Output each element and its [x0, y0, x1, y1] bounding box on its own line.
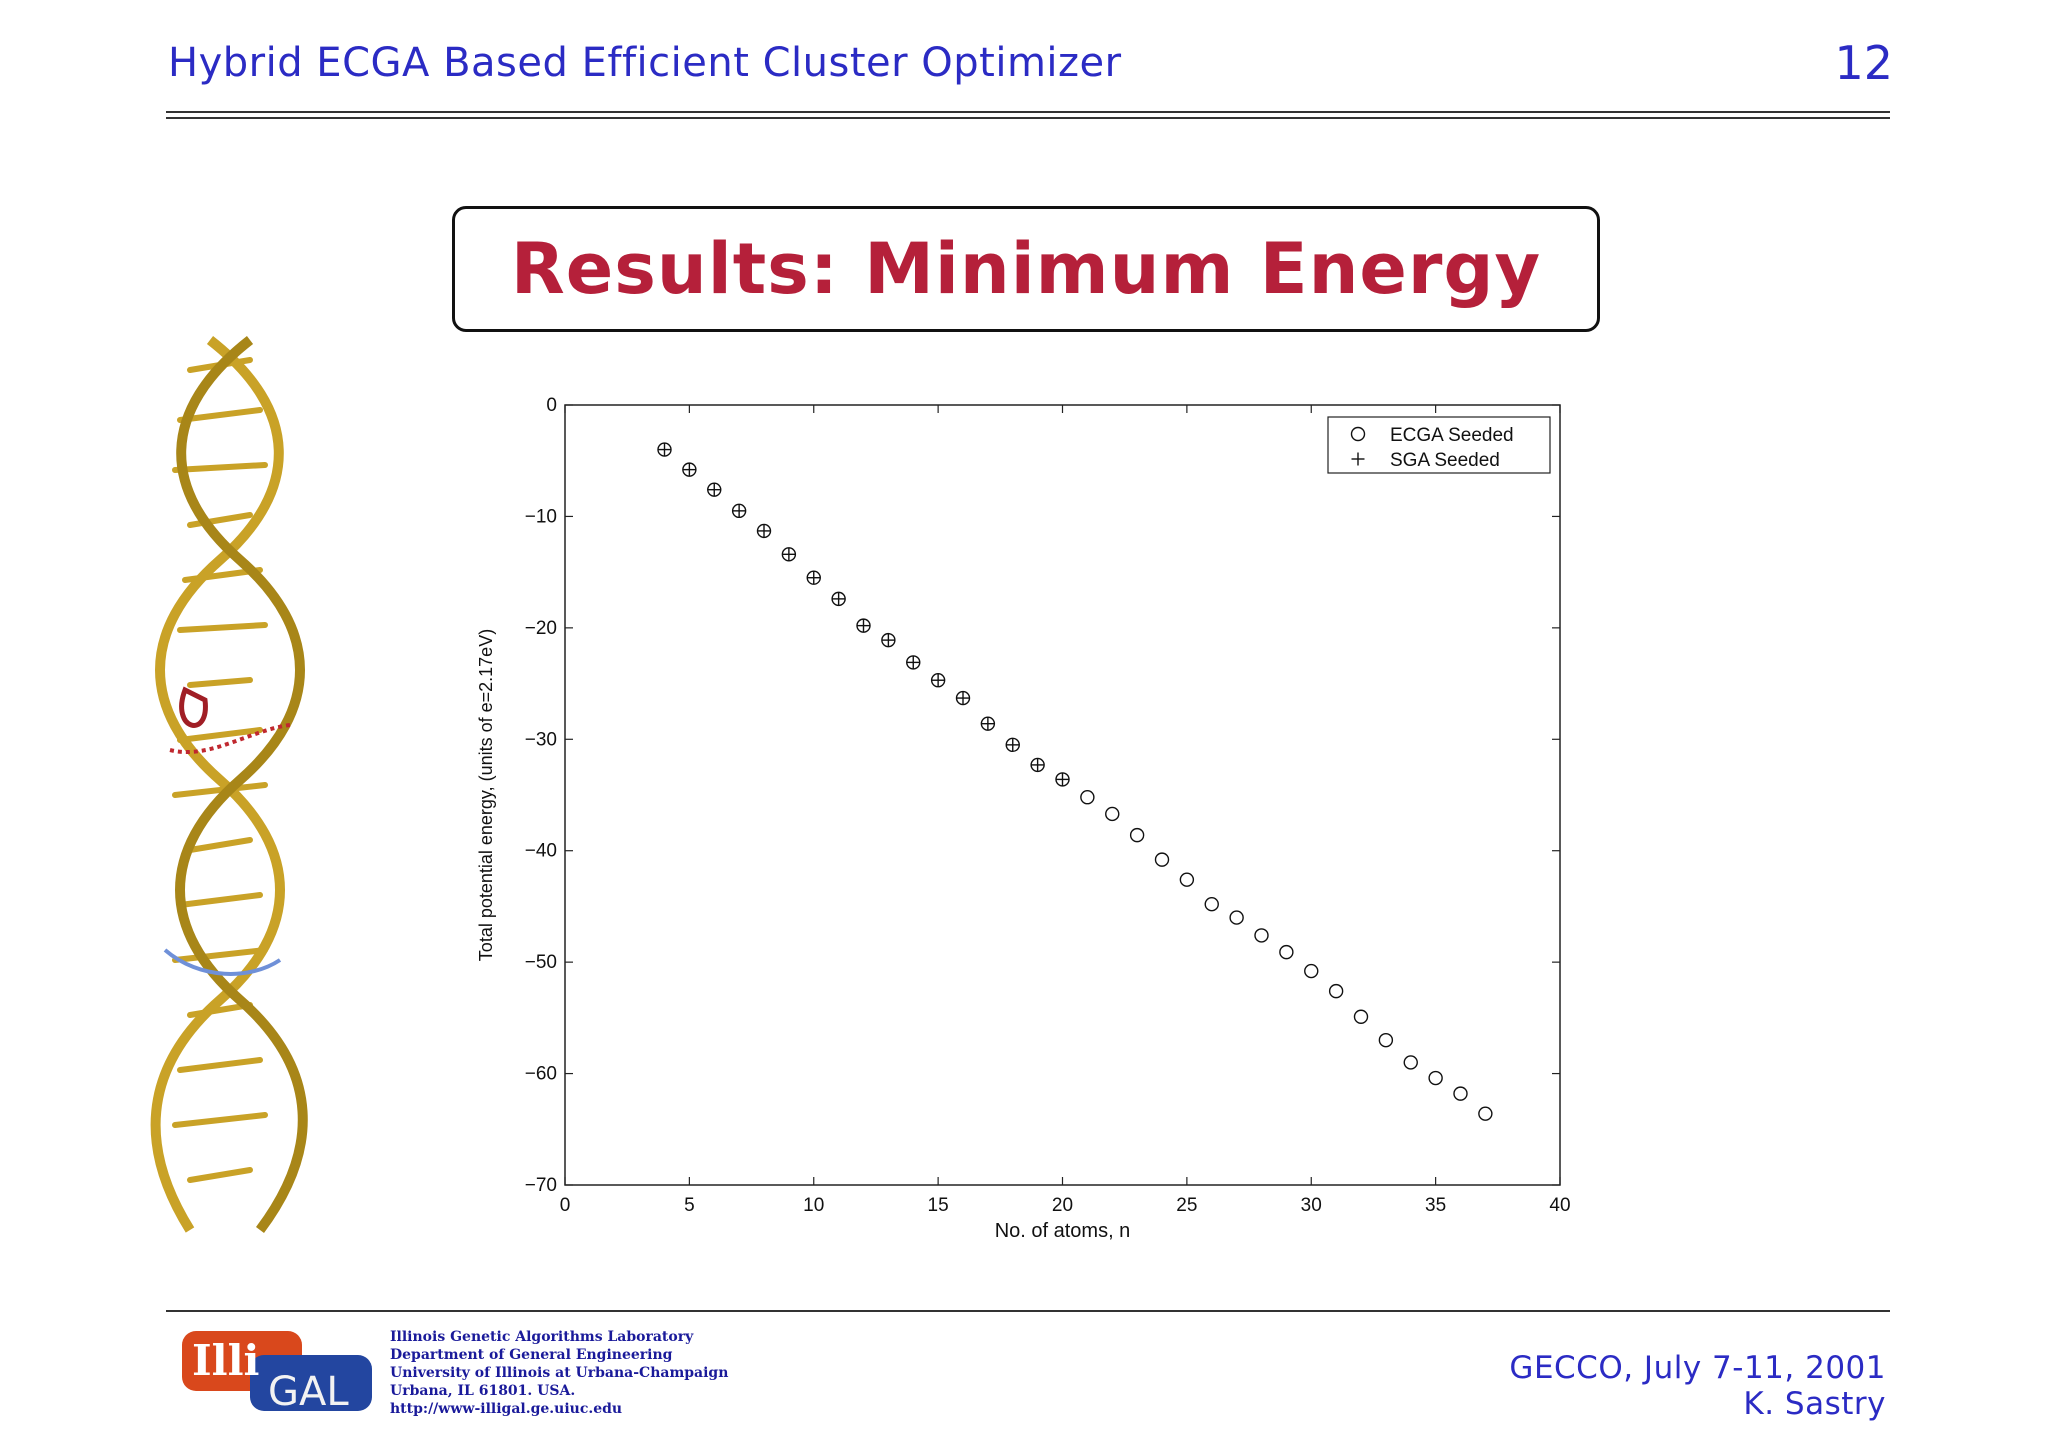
axis-tick-labels: 0 5 10 15 20 25 30 35 40 0 −10 −20 −30 −40 −50 −60 −70	[525, 395, 1571, 1216]
x-axis-label: No. of atoms, n	[995, 1220, 1131, 1242]
slide-title: Results: Minimum Energy	[510, 228, 1542, 310]
conference-info: GECCO, July 7-11, 2001 K. Sastry	[1509, 1350, 1886, 1422]
energy-scatter-chart: 0 5 10 15 20 25 30 35 40 0 −10 −20 −30 −40 −50 −60 −70 N…	[476, 395, 1571, 1242]
ecga-point	[1105, 806, 1120, 822]
ecga-point	[1478, 1106, 1493, 1121]
y-tick-label: −20	[525, 618, 557, 639]
ecga-point	[1403, 1055, 1418, 1070]
ecga-point	[1428, 1070, 1443, 1086]
dna-red-loop	[179, 686, 208, 728]
sga-point	[931, 673, 945, 687]
ecga-point	[1350, 426, 1366, 442]
logo-text-bottom: GAL	[268, 1369, 349, 1415]
sga-point	[782, 547, 796, 561]
sga-point	[981, 717, 995, 731]
ecga-point	[1453, 1086, 1468, 1101]
y-tick-label: −40	[525, 841, 557, 862]
ecga-point	[1229, 910, 1244, 925]
sga-point	[707, 483, 721, 497]
x-tick-label: 5	[684, 1195, 695, 1216]
ecga-point	[1328, 983, 1344, 999]
x-tick-label: 25	[1176, 1195, 1197, 1216]
y-tick-label: −70	[525, 1175, 557, 1196]
lab-line: Illinois Genetic Algorithms Laboratory	[390, 1329, 694, 1345]
sga-point	[682, 463, 696, 477]
x-tick-label: 20	[1052, 1195, 1073, 1216]
dna-strand-a	[150, 336, 285, 1233]
chart-legend: ECGA Seeded SGA Seeded	[1327, 416, 1551, 474]
page-number: 12	[1834, 36, 1893, 90]
header-title: Hybrid ECGA Based Efficient Cluster Opti…	[168, 40, 1122, 86]
dna-helix-illustration	[150, 336, 308, 1233]
sga-point	[832, 592, 846, 606]
sga-point	[906, 655, 920, 669]
legend-label: ECGA Seeded	[1390, 425, 1514, 446]
dna-blue-ligand	[163, 948, 282, 976]
lab-line: University of Illinois at Urbana-Champai…	[390, 1365, 729, 1381]
ecga-point	[1353, 1009, 1369, 1024]
plot-frame	[564, 404, 1561, 1186]
footer-rule	[166, 1310, 1890, 1312]
sga-point	[881, 633, 895, 647]
ecga-point	[1254, 928, 1269, 943]
x-tick-label: 0	[560, 1195, 571, 1216]
ecga-point	[1129, 827, 1145, 843]
x-tick-label: 35	[1425, 1195, 1446, 1216]
ecga-point	[1154, 852, 1170, 867]
lab-line: Department of General Engineering	[390, 1347, 673, 1363]
sga-point	[757, 524, 771, 538]
y-tick-label: −50	[525, 952, 557, 973]
ecga-point	[1204, 897, 1219, 912]
sga-point	[1031, 758, 1045, 772]
slide-title-box: Results: Minimum Energy	[452, 206, 1600, 332]
ecga-point	[1304, 963, 1319, 979]
illigal-logo: Illi GAL	[182, 1331, 372, 1415]
lab-info: Illinois Genetic Algorithms Laboratory D…	[390, 1328, 728, 1418]
y-axis-label: Total potential energy, (units of e=2.17…	[476, 629, 496, 961]
logo-text-top: Illi	[192, 1336, 260, 1385]
ecga-point	[1080, 790, 1095, 805]
x-tick-label: 40	[1549, 1195, 1570, 1216]
ecga-point	[1378, 1032, 1394, 1048]
x-tick-label: 10	[803, 1195, 824, 1216]
y-tick-label: −60	[525, 1064, 557, 1085]
axis-ticks	[564, 404, 1561, 1186]
ecga-point	[1179, 872, 1195, 887]
lab-line: Urbana, IL 61801. USA.	[390, 1383, 576, 1399]
lab-url[interactable]: http://www-illigal.ge.uiuc.edu	[390, 1401, 623, 1417]
legend-label: SGA Seeded	[1390, 450, 1500, 471]
dna-strand-b	[175, 336, 308, 1233]
sga-point	[807, 571, 821, 585]
x-tick-label: 15	[928, 1195, 949, 1216]
legend-box	[1327, 416, 1551, 474]
ecga-point	[1279, 944, 1294, 960]
sga-point	[658, 443, 671, 457]
x-tick-label: 30	[1301, 1195, 1322, 1216]
y-tick-label: 0	[546, 395, 557, 416]
sga-point	[732, 504, 746, 518]
author-name: K. Sastry	[1743, 1386, 1886, 1422]
data-points	[657, 442, 1493, 1121]
conference-date: GECCO, July 7-11, 2001	[1509, 1350, 1886, 1386]
header-rule-bottom	[166, 117, 1890, 119]
y-tick-label: −30	[525, 729, 557, 750]
sga-point	[1351, 452, 1365, 466]
sga-point	[1056, 772, 1069, 786]
legend-items: ECGA Seeded SGA Seeded	[1350, 425, 1514, 471]
sga-point	[857, 619, 870, 633]
sga-point	[1006, 738, 1020, 752]
header-rule-top	[166, 111, 1890, 113]
y-tick-label: −10	[525, 506, 557, 527]
sga-point	[956, 691, 970, 705]
